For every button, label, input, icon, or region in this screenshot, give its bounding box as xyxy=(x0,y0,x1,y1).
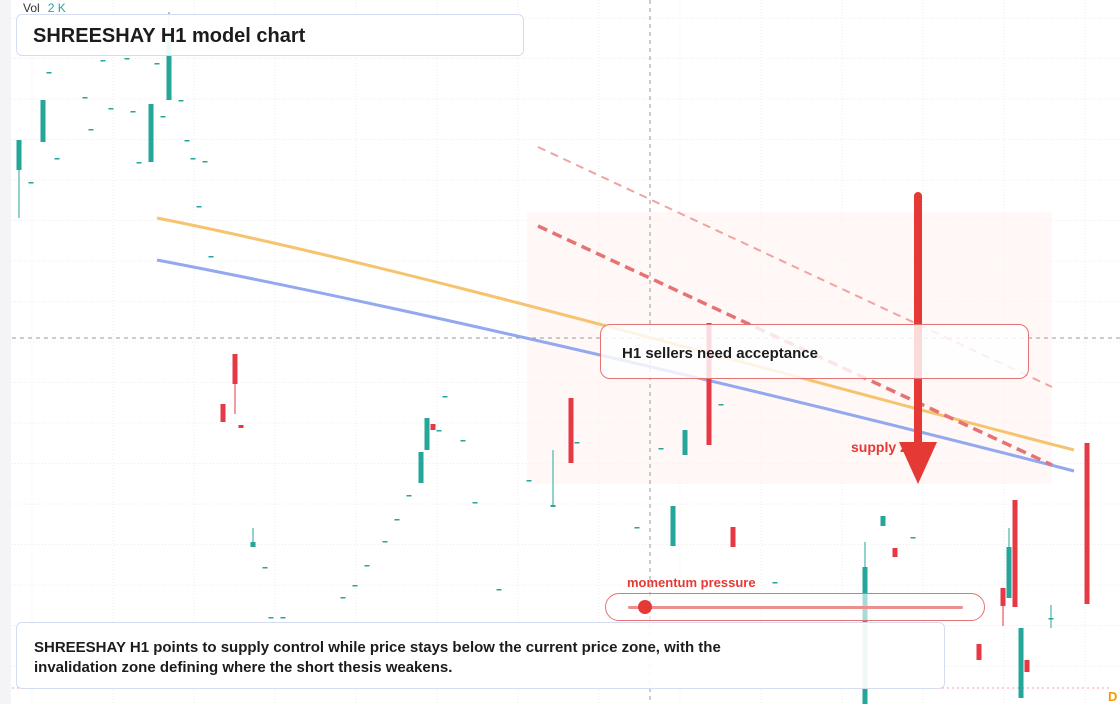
candle-body xyxy=(394,519,400,521)
candle-body xyxy=(658,448,664,450)
candle-body xyxy=(1006,547,1012,598)
candle-body xyxy=(108,108,114,110)
vol-value: 2 K xyxy=(47,1,66,15)
candle-body xyxy=(100,60,106,62)
upper-trend-dashed xyxy=(537,146,1053,388)
candle-body xyxy=(46,72,52,74)
summary-text: SHREESHAY H1 points to supply control wh… xyxy=(34,639,721,676)
candle-body xyxy=(1012,500,1018,607)
candle-body xyxy=(196,206,202,208)
candle-body xyxy=(460,440,466,442)
momentum-track xyxy=(628,606,963,609)
candle-body xyxy=(238,425,244,428)
price-axis-tag: D xyxy=(1108,689,1118,704)
candle-body xyxy=(250,542,256,547)
candle-body xyxy=(54,158,60,160)
candle-body xyxy=(136,162,142,164)
candle-body xyxy=(280,617,286,619)
candle-body xyxy=(82,97,88,99)
candle-body xyxy=(670,506,676,546)
candle-body xyxy=(568,398,574,463)
candle-body xyxy=(1024,660,1030,672)
momentum-slider[interactable] xyxy=(605,593,985,621)
candle-body xyxy=(472,502,478,504)
down-arrow-icon xyxy=(899,442,937,484)
candle-body xyxy=(442,396,448,398)
vol-label: Vol xyxy=(23,1,40,15)
candle-body xyxy=(880,516,886,526)
candle-body xyxy=(166,40,172,100)
candle-body xyxy=(718,404,724,406)
candle-body xyxy=(148,104,154,162)
candle-body xyxy=(706,323,712,445)
candle-body xyxy=(634,527,640,529)
volume-readout: Vol 2 K xyxy=(23,1,66,15)
candle-body xyxy=(430,424,436,430)
candle-body xyxy=(220,404,226,422)
candle-body xyxy=(124,58,130,60)
candle-body xyxy=(268,617,274,619)
candle-body xyxy=(184,140,190,142)
candle-body xyxy=(190,158,196,160)
candle-body xyxy=(130,111,136,113)
candle-body xyxy=(1000,588,1006,606)
candle-body xyxy=(910,537,916,539)
candle-body xyxy=(364,565,370,567)
candle-body xyxy=(232,354,238,384)
summary-panel: SHREESHAY H1 points to supply control wh… xyxy=(16,622,945,689)
candle-body xyxy=(1018,628,1024,698)
candle-body xyxy=(418,452,424,483)
candle-body xyxy=(730,527,736,547)
candle-body xyxy=(16,140,22,170)
candle-body xyxy=(406,495,412,497)
candle-body xyxy=(178,100,184,102)
left-gutter xyxy=(0,0,11,704)
candle-body xyxy=(202,161,208,163)
candle-body xyxy=(436,430,442,432)
candle-body xyxy=(352,585,358,587)
candle-body xyxy=(208,256,214,258)
candle-body xyxy=(1084,443,1090,604)
momentum-label: momentum pressure xyxy=(627,575,756,590)
candle-body xyxy=(526,480,532,482)
candle-body xyxy=(382,541,388,543)
candle-body xyxy=(262,567,268,569)
candle-body xyxy=(424,418,430,450)
momentum-knob[interactable] xyxy=(637,600,652,614)
candle-body xyxy=(574,442,580,444)
candle-body xyxy=(160,116,166,118)
candle-body xyxy=(28,182,34,184)
callout-text: H1 sellers need acceptance xyxy=(622,345,818,362)
candle-body xyxy=(88,129,94,131)
candle-body xyxy=(40,100,46,142)
candle-body xyxy=(550,505,556,507)
lower-trend-dashed xyxy=(537,224,1053,467)
candle-body xyxy=(154,63,160,65)
chart-title: SHREESHAY H1 model chart xyxy=(33,25,306,47)
candle-body xyxy=(892,548,898,557)
acceptance-callout: H1 sellers need acceptance xyxy=(600,324,1029,379)
candle-body xyxy=(496,589,502,591)
candle-body xyxy=(682,430,688,455)
candle-body xyxy=(340,597,346,599)
supply-zone-label: supply zone xyxy=(851,439,932,455)
candle-body xyxy=(772,582,778,584)
title-panel: SHREESHAY H1 model chart xyxy=(16,14,524,56)
candle-body xyxy=(1048,618,1054,620)
candle-body xyxy=(976,644,982,660)
